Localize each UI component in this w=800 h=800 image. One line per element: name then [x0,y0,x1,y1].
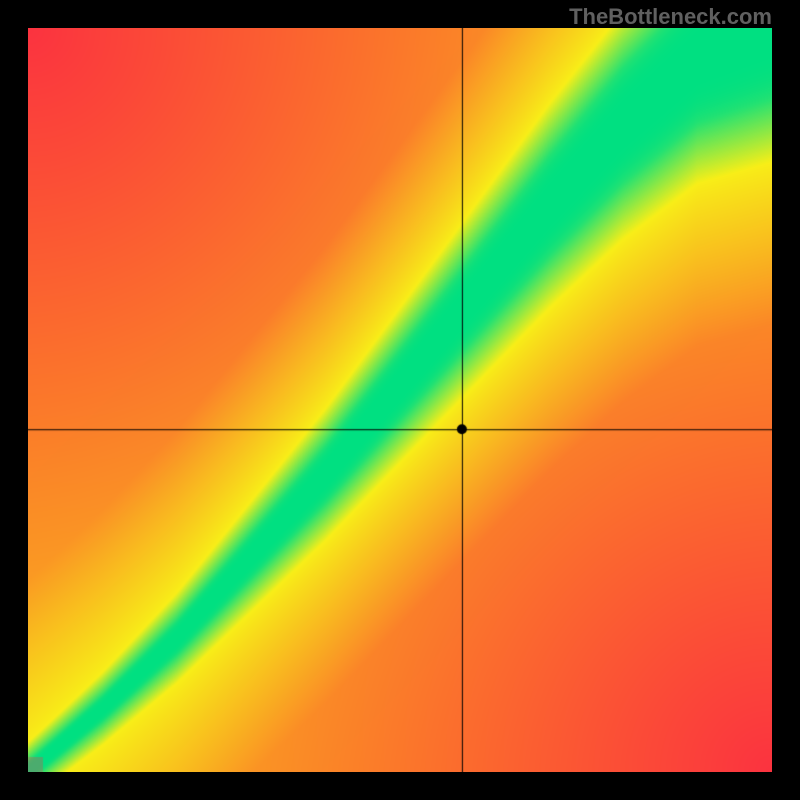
chart-container: TheBottleneck.com [0,0,800,800]
bottleneck-heatmap [28,28,772,772]
attribution-text: TheBottleneck.com [569,4,772,30]
